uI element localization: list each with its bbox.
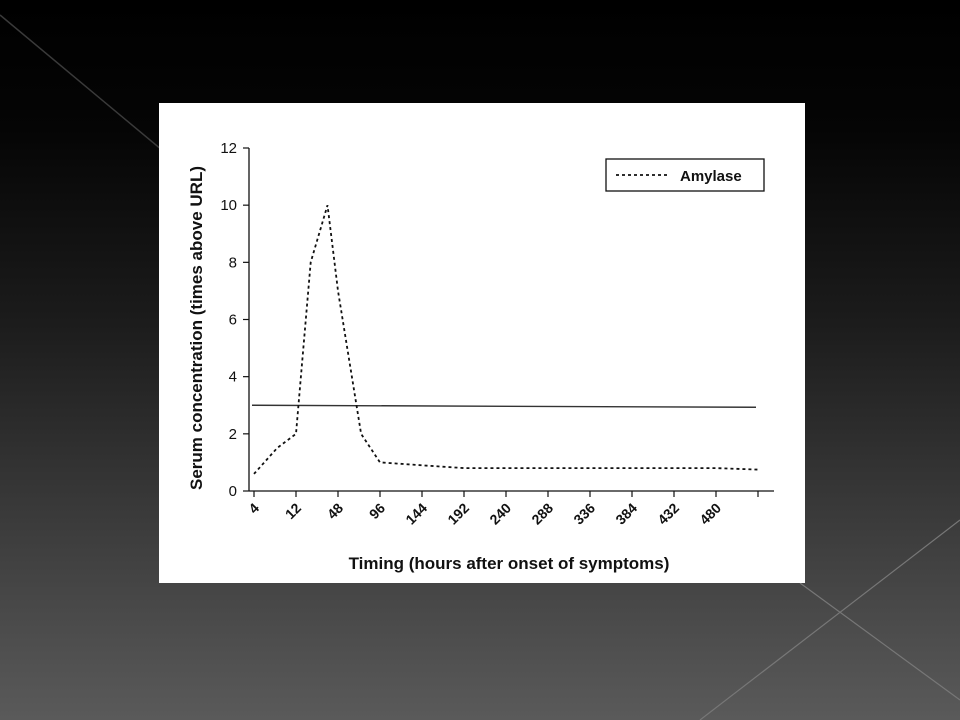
y-axis-title: Serum concentration (times above URL) — [187, 166, 206, 490]
x-tick-label: 432 — [654, 500, 682, 528]
x-axis-title: Timing (hours after onset of symptoms) — [349, 554, 670, 573]
reference-line — [251, 404, 757, 408]
legend: Amylase — [605, 158, 765, 192]
x-tick-label: 480 — [696, 500, 724, 528]
y-tick-label: 8 — [229, 254, 237, 271]
plot-frame — [248, 148, 774, 492]
y-tick-label: 0 — [229, 483, 237, 500]
x-tick-label: 384 — [612, 500, 640, 528]
x-axis-ticks: 4 12 48 96 144 192 240 288 336 384 432 480 — [245, 491, 759, 528]
x-tick-label: 336 — [570, 500, 598, 528]
y-axis-ticks: 0 2 4 6 8 10 12 — [220, 140, 249, 500]
y-tick-label: 10 — [220, 197, 237, 214]
series-group — [253, 204, 759, 475]
x-tick-label: 192 — [444, 500, 472, 528]
x-tick-label: 96 — [366, 500, 388, 522]
amylase-line-chart: 0 2 4 6 8 10 12 4 12 48 96 144 192 240 288 336 384 432 48… — [187, 140, 774, 573]
x-tick-label: 48 — [324, 500, 346, 522]
legend-box — [605, 158, 765, 192]
x-tick-label: 144 — [402, 500, 430, 528]
reference-line-group — [251, 404, 757, 408]
y-tick-label: 6 — [229, 312, 237, 329]
x-tick-label: 4 — [245, 500, 262, 517]
x-tick-label: 240 — [486, 500, 514, 528]
x-tick-label: 12 — [282, 500, 304, 522]
y-tick-label: 12 — [220, 140, 237, 157]
chart-panel: 0 2 4 6 8 10 12 4 12 48 96 144 192 240 288 336 384 432 48… — [159, 103, 805, 583]
y-tick-label: 4 — [229, 369, 237, 386]
series-line-amylase — [253, 204, 759, 475]
x-tick-label: 288 — [528, 500, 556, 528]
y-tick-label: 2 — [229, 426, 237, 443]
legend-label-amylase: Amylase — [680, 168, 742, 185]
